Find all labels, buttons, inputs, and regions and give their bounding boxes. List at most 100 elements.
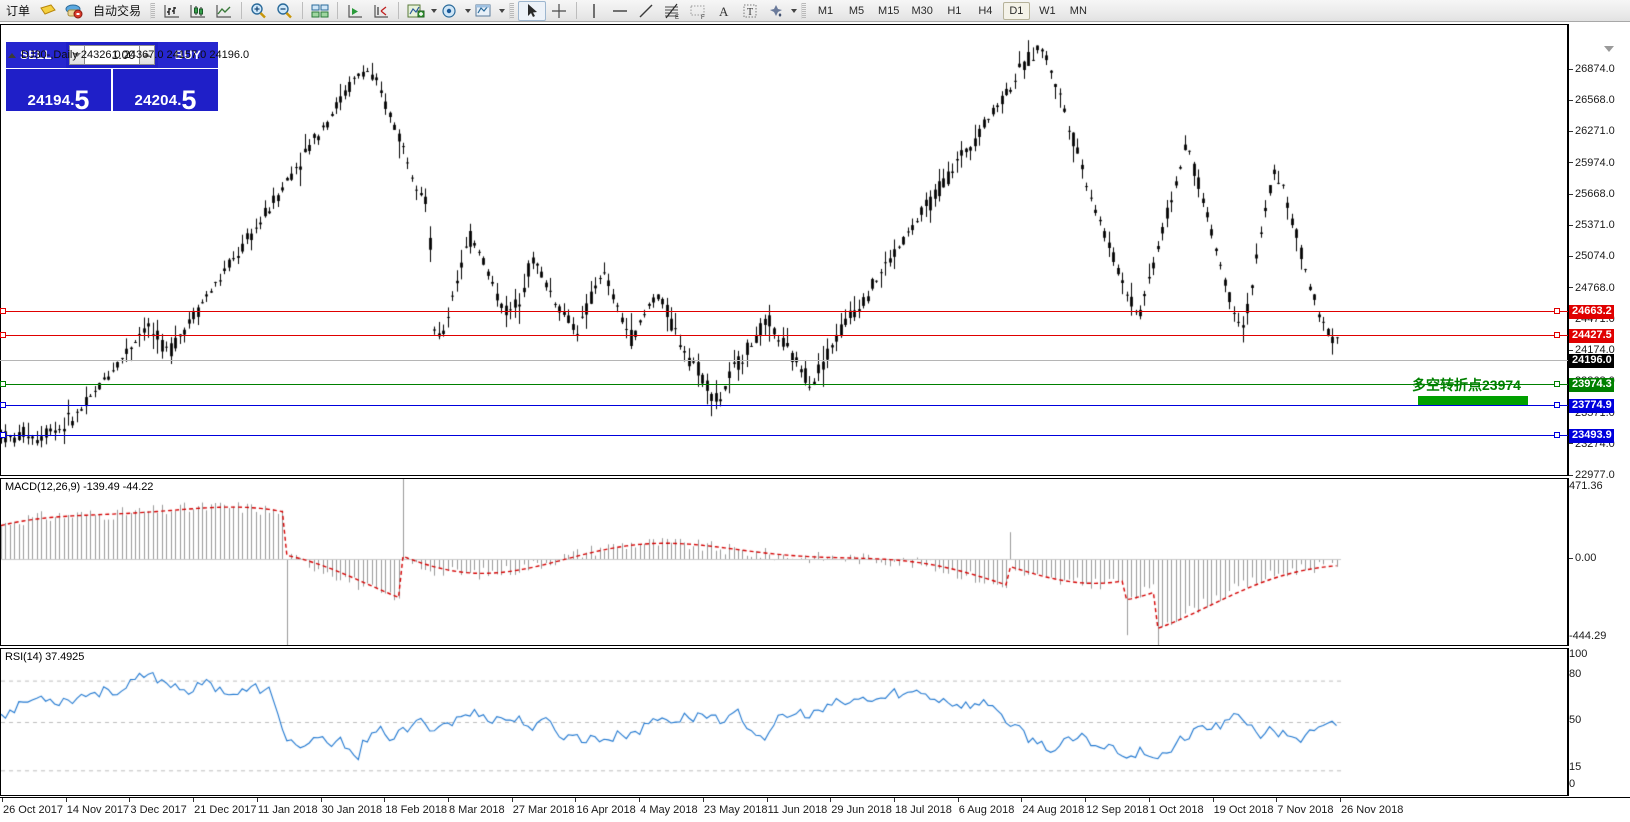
date-tick-mark (575, 798, 577, 802)
fibonacci-icon[interactable]: E (659, 1, 685, 21)
price-level-tag[interactable]: 24196.0 (1569, 354, 1614, 368)
autotrading-icon[interactable] (61, 1, 87, 21)
price-level-line[interactable] (0, 405, 1568, 406)
buy-button[interactable]: BUY (158, 42, 218, 68)
zoom-in-icon[interactable] (246, 1, 272, 21)
sell-button[interactable]: SELL (6, 42, 66, 68)
vertical-line-icon[interactable] (581, 1, 607, 21)
price-pane[interactable] (0, 24, 1568, 476)
price-canvas (1, 25, 1567, 475)
symbol-ohlc-text: DJ30-,Daily 24326.0 24367.0 24157.0 2419… (21, 49, 250, 61)
auto-scroll-icon[interactable] (342, 1, 368, 21)
macd-pane[interactable]: MACD(12,26,9) -139.49 -44.22 (0, 478, 1568, 646)
one-click-trading-panel[interactable]: SELL 1.00 BUY 24194 . 5 24204 . 5 (6, 42, 218, 114)
crosshair-icon[interactable] (546, 1, 572, 21)
cursor-icon[interactable] (518, 0, 547, 21)
timeframe-m15[interactable]: M15 (878, 4, 900, 17)
bar-chart-icon[interactable] (159, 1, 185, 21)
date-axis[interactable]: 26 Oct 2017 14 Nov 2017 3 Dec 2017 21 Dec 2… (0, 797, 1630, 822)
price-level-line[interactable] (0, 384, 1568, 385)
shapes-dropdown-caret[interactable] (791, 8, 798, 13)
price-level-tag[interactable]: 23774.9 (1569, 399, 1614, 413)
price-level-handle[interactable] (1554, 332, 1560, 338)
price-level-handle[interactable] (0, 332, 6, 338)
price-level-handle[interactable] (0, 308, 6, 314)
horizontal-line-icon[interactable] (607, 1, 633, 21)
price-level-handle[interactable] (1554, 432, 1560, 438)
folder-icon[interactable] (35, 1, 61, 21)
rsi-tick: 80 (1569, 668, 1582, 680)
price-level-tag[interactable]: 23974.3 (1569, 378, 1614, 392)
timeframe-w1[interactable]: W1 (1039, 4, 1056, 17)
timeframe-h1[interactable]: H1 (947, 4, 962, 17)
price-level-handle[interactable] (0, 432, 6, 438)
line-chart-icon[interactable] (211, 1, 237, 21)
volume-increment-button[interactable] (139, 45, 155, 65)
rsi-scale[interactable]: 100 80 50 15 0 (1568, 648, 1630, 796)
zoom-out-icon[interactable] (272, 1, 298, 21)
chart-area[interactable]: DJ30-,Daily 24326.0 24367.0 24157.0 2419… (0, 22, 1630, 797)
sell-price-digits: 24194 (27, 92, 71, 109)
chart-shift-icon[interactable] (368, 1, 394, 21)
autotrading-button[interactable]: 自动交易 (87, 1, 146, 21)
price-level-tag[interactable]: 23493.9 (1569, 429, 1614, 443)
date-tick-label: 21 Dec 2017 (194, 804, 257, 816)
toolbar-grip-1[interactable] (150, 2, 156, 19)
objects-icon[interactable] (437, 1, 463, 21)
volume-decrement-button[interactable] (69, 45, 85, 65)
timeframe-mn[interactable]: MN (1069, 4, 1087, 17)
date-tick-mark (830, 798, 832, 802)
date-tick-label: 18 Feb 2018 (385, 804, 448, 816)
date-tick-mark (1276, 798, 1278, 802)
macd-scale[interactable]: 471.36 0.00 -444.29 (1568, 478, 1630, 646)
price-tick: 26568.0 (1569, 94, 1615, 106)
price-level-tag[interactable]: 24427.5 (1569, 329, 1614, 343)
date-tick-mark (2, 798, 3, 802)
price-level-line[interactable] (0, 311, 1568, 312)
tile-windows-icon[interactable] (307, 1, 333, 21)
price-level-handle[interactable] (1554, 402, 1560, 408)
indicators-dropdown-caret[interactable] (431, 8, 438, 13)
price-level-handle[interactable] (1554, 381, 1560, 387)
date-tick-label: 23 May 2018 (703, 804, 768, 816)
candlestick-chart-icon[interactable] (185, 1, 211, 21)
order-button[interactable]: 订单 (0, 1, 35, 21)
date-tick-mark (766, 798, 768, 802)
toolbar-grip-3[interactable] (801, 2, 807, 19)
date-tick-label: 7 Nov 2018 (1277, 804, 1334, 816)
templates-dropdown-caret[interactable] (499, 8, 506, 13)
price-level-handle[interactable] (1554, 308, 1560, 314)
date-tick-mark (702, 798, 704, 802)
collapse-triangle-icon[interactable] (8, 52, 16, 58)
timeframe-m1[interactable]: M1 (817, 4, 834, 17)
timeframe-m5[interactable]: M5 (848, 4, 865, 17)
price-level-line[interactable] (0, 335, 1568, 336)
objects-dropdown-caret[interactable] (465, 8, 472, 13)
timeframe-h4[interactable]: H4 (978, 4, 993, 17)
channel-icon[interactable]: F (685, 1, 711, 21)
price-level-line[interactable] (0, 360, 1568, 361)
volume-input[interactable]: 1.00 (85, 45, 139, 65)
indicators-icon[interactable] (403, 1, 429, 21)
toolbar-grip-2[interactable] (509, 2, 515, 19)
date-tick-label: 30 Jan 2018 (321, 804, 383, 816)
text-icon[interactable]: A (711, 1, 737, 21)
trendline-icon[interactable] (633, 1, 659, 21)
buy-price-display[interactable]: 24204 . 5 (113, 69, 218, 114)
label-icon[interactable]: T (737, 1, 763, 21)
price-level-handle[interactable] (0, 381, 6, 387)
price-level-line[interactable] (0, 435, 1568, 436)
timeframe-d1[interactable]: D1 (1002, 1, 1030, 20)
timeframe-m30[interactable]: M30 (911, 4, 933, 17)
shapes-icon[interactable] (763, 1, 789, 21)
annotation-highlight-bar[interactable] (1418, 396, 1528, 405)
price-level-handle[interactable] (0, 402, 6, 408)
date-tick-label: 18 Jul 2018 (895, 804, 952, 816)
templates-icon[interactable] (471, 1, 497, 21)
price-level-tag[interactable]: 24663.2 (1569, 305, 1614, 319)
annotation-text[interactable]: 多空转折点23974 (1412, 377, 1521, 393)
rsi-pane[interactable]: RSI(14) 37.4925 (0, 648, 1568, 796)
date-tick-label: 24 Aug 2018 (1022, 804, 1085, 816)
sell-price-display[interactable]: 24194 . 5 (6, 69, 111, 114)
